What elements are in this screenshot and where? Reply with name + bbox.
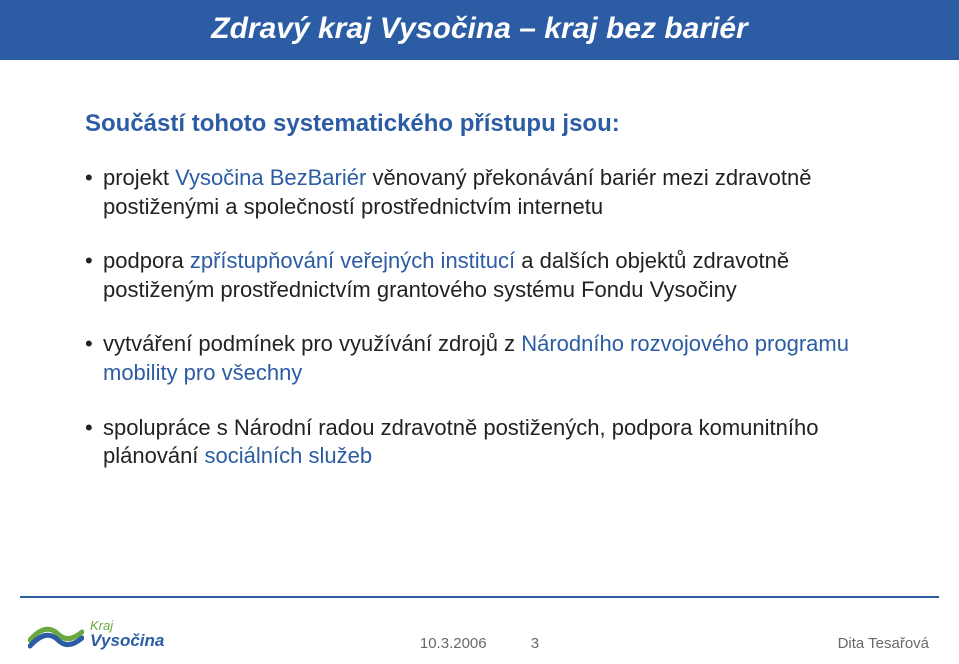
slide: Zdravý kraj Vysočina – kraj bez bariér S…	[0, 0, 959, 664]
footer-date: 10.3.2006	[420, 635, 487, 652]
content-area: Součástí tohoto systematického přístupu …	[0, 60, 959, 471]
footer-page-number: 3	[531, 635, 539, 652]
bullet-item: podpora zpřístupňování veřejných institu…	[85, 247, 889, 304]
title-bar: Zdravý kraj Vysočina – kraj bez bariér	[0, 0, 959, 60]
bullet-text-highlight: zpřístupňování veřejných institucí	[190, 248, 515, 273]
bullet-item: projekt Vysočina BezBariér věnovaný přek…	[85, 164, 889, 221]
bullet-text-tail-highlight: sociálních služeb	[205, 443, 373, 468]
bullet-item: spolupráce s Národní radou zdravotně pos…	[85, 414, 889, 471]
bullet-text-prefix: podpora	[103, 248, 190, 273]
footer: Kraj Vysočina 10.3.2006 3 Dita Tesařová	[0, 596, 959, 664]
bullet-text-prefix: spolupráce s Národní radou zdravotně pos…	[103, 415, 612, 440]
logo-line-1: Kraj	[90, 619, 164, 633]
bullet-text-prefix: vytváření podmínek pro využívání zdrojů …	[103, 331, 521, 356]
footer-author: Dita Tesařová	[838, 635, 929, 652]
bullet-text-prefix: projekt	[103, 165, 175, 190]
footer-center: 10.3.2006 3	[0, 635, 959, 652]
footer-divider	[20, 596, 939, 598]
bullet-list: projekt Vysočina BezBariér věnovaný přek…	[85, 164, 889, 471]
slide-title: Zdravý kraj Vysočina – kraj bez bariér	[0, 12, 959, 46]
bullet-item: vytváření podmínek pro využívání zdrojů …	[85, 330, 889, 387]
lead-text: Součástí tohoto systematického přístupu …	[85, 110, 889, 138]
bullet-text-highlight: Vysočina BezBariér	[175, 165, 366, 190]
